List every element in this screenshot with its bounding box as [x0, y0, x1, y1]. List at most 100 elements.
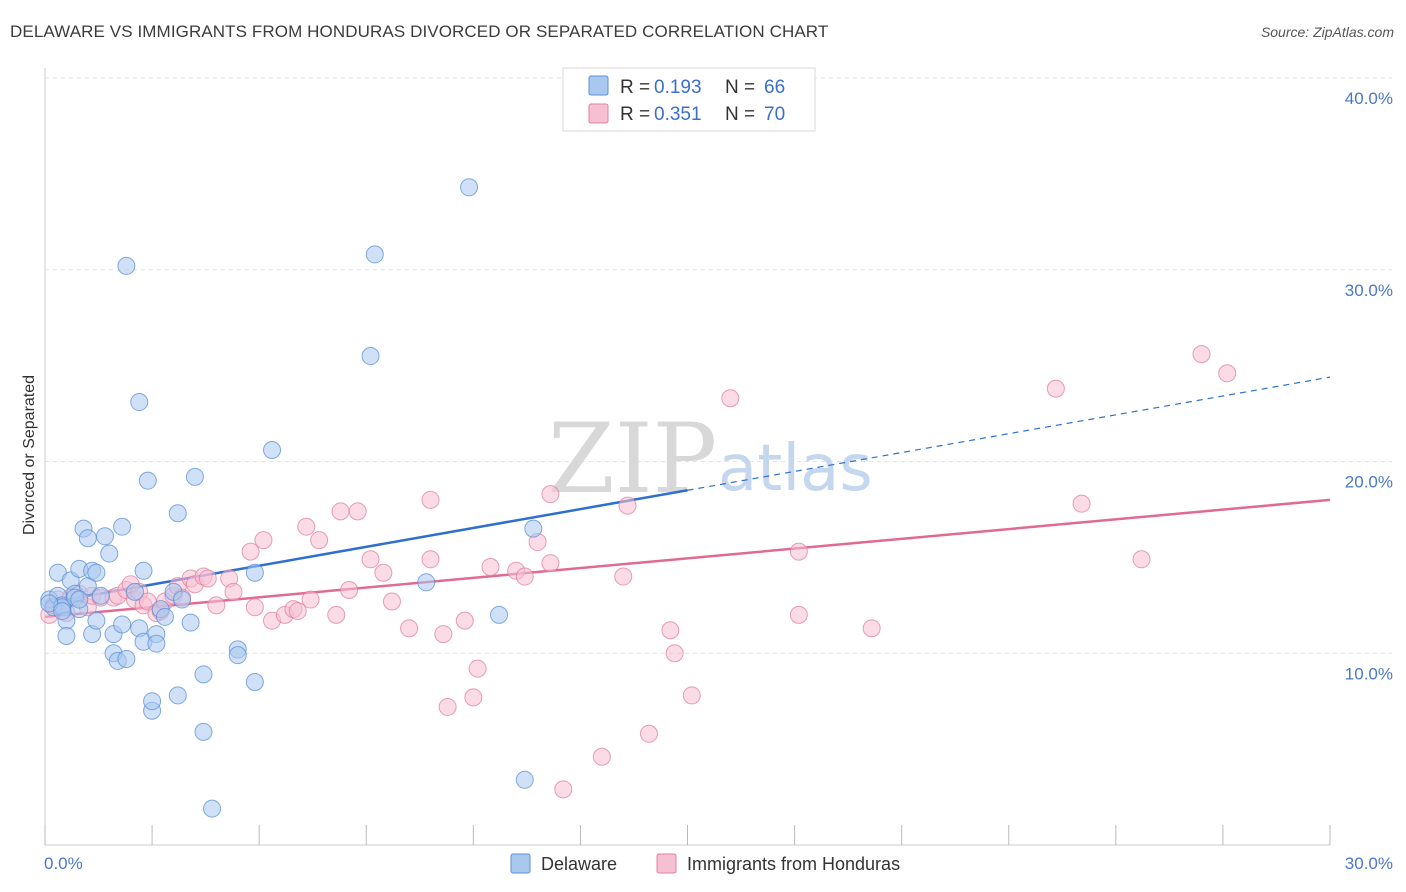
point-honduras: [340, 580, 359, 599]
point-honduras: [331, 502, 350, 521]
point-delaware: [168, 504, 187, 523]
point-honduras: [541, 554, 560, 573]
point-honduras: [639, 724, 658, 743]
point-delaware: [173, 590, 192, 609]
point-honduras: [421, 490, 440, 509]
point-honduras: [862, 619, 881, 638]
point-delaware: [138, 471, 157, 490]
point-honduras: [592, 747, 611, 766]
point-delaware: [365, 245, 384, 264]
point-honduras: [245, 598, 264, 617]
point-honduras: [468, 659, 487, 678]
point-honduras: [434, 625, 453, 644]
point-honduras: [661, 621, 680, 640]
point-honduras: [382, 592, 401, 611]
point-honduras: [1072, 494, 1091, 513]
point-delaware: [100, 544, 119, 563]
point-delaware: [130, 393, 149, 412]
point-delaware: [228, 646, 247, 665]
point-delaware: [95, 527, 114, 546]
y-tick-label: 30.0%: [1345, 281, 1393, 300]
chart-title: DELAWARE VS IMMIGRANTS FROM HONDURAS DIV…: [10, 22, 829, 41]
point-honduras: [361, 550, 380, 569]
point-honduras: [241, 542, 260, 561]
point-honduras: [288, 602, 307, 621]
legend-swatch-delaware: [588, 75, 609, 96]
grid-layer: [45, 77, 1392, 654]
point-honduras: [1192, 345, 1211, 364]
point-delaware: [113, 517, 132, 536]
legend-n-value-delaware: 66: [764, 77, 785, 98]
trendline-delaware: [44, 489, 688, 605]
point-delaware: [245, 673, 264, 692]
point-honduras: [618, 496, 637, 515]
point-delaware: [185, 467, 204, 486]
point-honduras: [297, 517, 316, 536]
point-honduras: [374, 563, 393, 582]
point-delaware: [490, 605, 509, 624]
point-delaware: [87, 611, 106, 630]
point-delaware: [194, 665, 213, 684]
point-honduras: [438, 697, 457, 716]
bottom-legend-label-honduras: Immigrants from Honduras: [687, 854, 900, 874]
point-honduras: [455, 611, 474, 630]
point-delaware: [361, 347, 380, 366]
point-honduras: [789, 605, 808, 624]
point-honduras: [301, 590, 320, 609]
point-honduras: [310, 531, 329, 550]
y-axis-label: Divorced or Separated: [21, 375, 38, 535]
point-honduras: [515, 567, 534, 586]
point-delaware: [168, 686, 187, 705]
point-honduras: [400, 619, 419, 638]
watermark-atlas: atlas: [718, 432, 873, 506]
y-tick-label: 40.0%: [1345, 89, 1393, 108]
point-delaware: [147, 634, 166, 653]
point-honduras: [789, 542, 808, 561]
point-delaware: [263, 440, 282, 459]
trendline-delaware-extension: [687, 376, 1331, 491]
point-delaware: [181, 613, 200, 632]
point-honduras: [464, 688, 483, 707]
legend-r-value-delaware: 0.193: [654, 77, 702, 98]
watermark-zip: ZIP: [548, 403, 717, 515]
point-delaware: [113, 615, 132, 634]
trendline-honduras: [44, 498, 1331, 619]
point-delaware: [125, 582, 144, 601]
point-delaware: [117, 650, 136, 669]
point-delaware: [155, 607, 174, 626]
label-layer: 10.0% 20.0% 30.0% 40.0% 0.0% 30.0% Divorced or…: [21, 89, 1393, 873]
x-tick-label: 0.0%: [44, 854, 83, 873]
point-delaware: [245, 563, 264, 582]
point-delaware: [417, 573, 436, 592]
legend-r-value-honduras: 0.351: [654, 104, 702, 125]
y-tick-label: 10.0%: [1345, 664, 1393, 683]
point-honduras: [682, 686, 701, 705]
point-honduras: [421, 550, 440, 569]
bottom-legend-swatch-delaware: [510, 853, 531, 874]
legend-swatch-honduras: [588, 103, 609, 124]
legend-n-label-honduras: N =: [725, 104, 755, 125]
point-honduras: [614, 567, 633, 586]
point-honduras: [327, 605, 346, 624]
bottom-legend-swatch-honduras: [656, 853, 677, 874]
points-layer: [40, 178, 1237, 818]
point-delaware: [87, 563, 106, 582]
point-delaware: [515, 770, 534, 789]
point-delaware: [134, 561, 153, 580]
trend-layer: [44, 376, 1331, 619]
point-honduras: [348, 502, 367, 521]
bottom-legend-label-delaware: Delaware: [541, 854, 617, 874]
point-honduras: [254, 531, 273, 550]
point-delaware: [203, 799, 222, 818]
point-delaware: [57, 626, 76, 645]
point-delaware: [91, 586, 110, 605]
point-delaware: [78, 529, 97, 548]
top-legend: R = 0.193 N = 66 R = 0.351 N = 70: [562, 67, 816, 132]
point-honduras: [665, 644, 684, 663]
y-tick-label: 20.0%: [1345, 473, 1393, 492]
point-honduras: [1132, 550, 1151, 569]
point-honduras: [207, 596, 226, 615]
legend-n-value-honduras: 70: [764, 104, 785, 125]
point-honduras: [198, 569, 217, 588]
